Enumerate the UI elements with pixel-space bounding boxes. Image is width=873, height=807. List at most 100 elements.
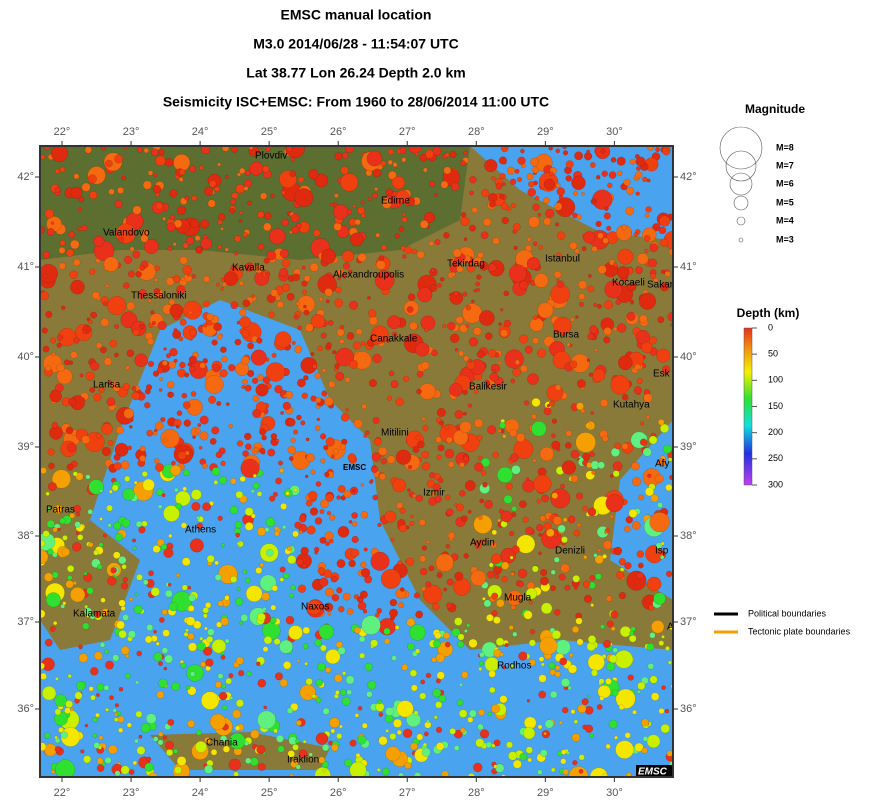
- quake-dot: [422, 742, 427, 747]
- quake-dot: [634, 742, 644, 752]
- quake-dot: [310, 469, 316, 475]
- quake-dot: [354, 713, 359, 718]
- quake-dot: [114, 703, 119, 708]
- quake-dot: [367, 196, 372, 201]
- quake-dot: [42, 345, 50, 353]
- quake-dot: [554, 270, 562, 279]
- quake-dot: [163, 547, 174, 558]
- quake-dot: [398, 226, 405, 232]
- quake-dot: [315, 425, 321, 431]
- quake-dot: [658, 640, 665, 646]
- quake-dot: [339, 339, 345, 345]
- quake-dot: [118, 727, 124, 733]
- quake-dot: [191, 274, 196, 279]
- quake-dot: [102, 301, 108, 307]
- quake-dot: [179, 256, 188, 265]
- quake-dot: [513, 245, 518, 250]
- quake-dot: [590, 411, 595, 415]
- quake-dot: [151, 321, 156, 326]
- quake-dot: [438, 420, 445, 426]
- quake-dot: [334, 363, 340, 369]
- quake-dot: [337, 526, 350, 538]
- quake-dot: [269, 495, 276, 502]
- quake-dot: [231, 146, 238, 153]
- quake-dot: [280, 410, 284, 415]
- quake-dot: [435, 436, 442, 443]
- quake-dot: [43, 572, 54, 582]
- quake-dot: [257, 211, 265, 219]
- quake-dot: [330, 454, 335, 459]
- quake-dot: [204, 186, 214, 196]
- quake-dot: [654, 474, 664, 484]
- quake-dot: [636, 572, 644, 580]
- quake-dot: [112, 384, 121, 392]
- quake-dot: [151, 148, 159, 157]
- quake-dot: [235, 656, 244, 665]
- quake-dot: [238, 670, 245, 677]
- quake-dot: [597, 685, 611, 699]
- quake-dot: [67, 673, 72, 679]
- quake-dot: [179, 169, 186, 176]
- quake-dot: [586, 694, 591, 699]
- quake-dot: [190, 489, 202, 500]
- quake-dot: [41, 327, 48, 334]
- quake-dot: [587, 285, 595, 293]
- quake-dot: [199, 415, 209, 425]
- quake-dot: [310, 314, 326, 329]
- quake-dot: [506, 741, 513, 749]
- quake-dot: [325, 649, 341, 665]
- quake-dot: [188, 594, 196, 602]
- quake-dot: [536, 499, 541, 504]
- quake-dot: [186, 719, 195, 728]
- quake-dot: [430, 491, 437, 497]
- quake-dot: [612, 647, 618, 653]
- quake-dot: [470, 570, 487, 586]
- quake-dot: [525, 587, 538, 600]
- quake-dot: [131, 391, 141, 401]
- quake-dot: [220, 460, 226, 467]
- quake-dot: [641, 599, 645, 604]
- quake-dot: [315, 679, 323, 687]
- lon-tick-label: 22°: [54, 126, 71, 138]
- lon-tick-label: 30°: [606, 126, 623, 138]
- quake-dot: [385, 188, 394, 197]
- quake-dot: [279, 577, 284, 582]
- quake-dot: [105, 159, 113, 168]
- quake-dot: [314, 173, 329, 188]
- quake-dot: [635, 171, 643, 179]
- quake-dot: [576, 638, 584, 646]
- quake-dot: [82, 622, 90, 630]
- quake-dot: [360, 561, 367, 568]
- quake-dot: [360, 483, 364, 487]
- quake-dot: [84, 607, 93, 616]
- quake-dot: [398, 524, 407, 533]
- quake-dot: [153, 458, 160, 464]
- quake-dot: [539, 446, 555, 462]
- quake-dot: [508, 264, 527, 283]
- quake-dot: [229, 732, 246, 750]
- quake-dot: [290, 157, 295, 162]
- quake-dot: [209, 713, 226, 730]
- quake-dot: [283, 661, 292, 670]
- quake-dot: [635, 156, 646, 167]
- quake-dot: [229, 207, 236, 214]
- quake-dot: [418, 519, 426, 526]
- quake-dot: [441, 770, 449, 777]
- quake-dot: [378, 736, 388, 746]
- quake-dot: [452, 248, 462, 258]
- quake-dot: [54, 694, 68, 707]
- quake-dot: [454, 503, 458, 507]
- quake-dot: [235, 532, 240, 538]
- quake-dot: [437, 283, 442, 288]
- quake-dot: [166, 222, 176, 232]
- quake-dot: [255, 383, 269, 397]
- quake-dot: [153, 652, 163, 662]
- quake-dot: [221, 356, 228, 363]
- quake-dot: [558, 194, 564, 200]
- quake-dot: [586, 149, 591, 154]
- quake-dot: [118, 630, 127, 639]
- quake-dot: [78, 644, 83, 650]
- quake-dot: [500, 547, 517, 564]
- quake-dot: [433, 715, 438, 720]
- quake-dot: [339, 724, 343, 729]
